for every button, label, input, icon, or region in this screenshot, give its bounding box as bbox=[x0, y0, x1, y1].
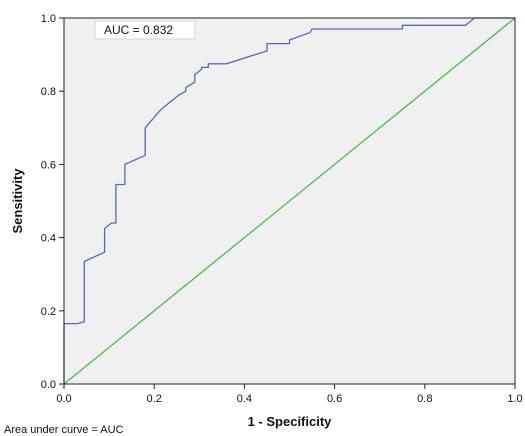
y-tick-label: 0.8 bbox=[41, 86, 56, 98]
footnote: Area under curve = AUC bbox=[4, 424, 124, 436]
x-tick-label: 0.2 bbox=[147, 393, 162, 405]
y-axis-title: Sensitivity bbox=[10, 168, 25, 234]
auc-annotation: AUC = 0.832 bbox=[104, 23, 173, 37]
y-tick-label: 0.4 bbox=[41, 233, 56, 245]
auc-annotation-box bbox=[94, 20, 196, 40]
x-tick-label: 0.6 bbox=[327, 393, 342, 405]
y-tick-label: 1.0 bbox=[41, 13, 56, 25]
y-tick-label: 0.2 bbox=[41, 306, 56, 318]
x-axis-title: 1 - Specificity bbox=[248, 414, 333, 429]
x-tick-label: 0.8 bbox=[417, 393, 432, 405]
plot-frame bbox=[63, 17, 516, 385]
y-tick-label: 0.6 bbox=[41, 159, 56, 171]
reference-line bbox=[63, 17, 516, 385]
roc-curve bbox=[63, 17, 515, 384]
y-tick-label: 0.0 bbox=[41, 379, 56, 391]
x-tick-label: 0.4 bbox=[237, 393, 252, 405]
x-tick-label: 0.0 bbox=[56, 393, 71, 405]
x-tick-label: 1.0 bbox=[507, 393, 522, 405]
